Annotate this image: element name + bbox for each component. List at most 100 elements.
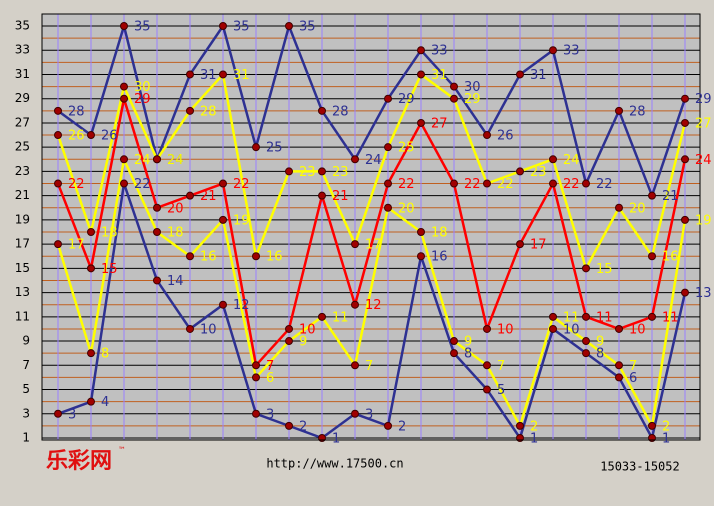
point [681, 118, 689, 127]
data-label: 22 [497, 177, 514, 192]
data-label: 18 [431, 226, 448, 241]
data-label: 5 [497, 383, 505, 398]
y-tick-label: 9 [22, 334, 30, 348]
point [417, 252, 425, 261]
point [384, 143, 392, 152]
y-tick-label: 1 [22, 431, 30, 445]
point [648, 312, 656, 321]
y-tick-label: 29 [15, 91, 30, 105]
data-label: 27 [695, 116, 712, 131]
y-tick-label: 21 [15, 188, 30, 202]
point [549, 46, 557, 55]
point [318, 191, 326, 200]
point [450, 179, 458, 188]
point [582, 264, 590, 273]
data-label: 24 [695, 153, 712, 168]
point [54, 179, 62, 188]
point [450, 82, 458, 91]
data-label: 20 [167, 201, 184, 216]
data-label: 21 [662, 189, 679, 204]
data-label: 16 [266, 250, 283, 265]
data-label: 22 [134, 177, 151, 192]
grid [42, 14, 700, 440]
point [186, 70, 194, 79]
point [549, 324, 557, 333]
point [483, 324, 491, 333]
point [351, 240, 359, 249]
data-label: 12 [233, 298, 250, 313]
data-label: 2 [662, 419, 670, 434]
data-label: 11 [563, 310, 580, 325]
point [153, 276, 161, 285]
point [120, 82, 128, 91]
point [516, 421, 524, 430]
point [483, 179, 491, 188]
data-label: 11 [596, 310, 613, 325]
point [615, 106, 623, 115]
data-label: 16 [431, 250, 448, 265]
point [450, 349, 458, 358]
point [681, 155, 689, 164]
point [384, 421, 392, 430]
data-label: 24 [563, 153, 580, 168]
point [450, 94, 458, 103]
data-label: 23 [299, 165, 316, 180]
point [219, 215, 227, 224]
point [186, 106, 194, 115]
data-label: 2 [398, 419, 406, 434]
logo: 乐彩网 [46, 448, 112, 474]
data-label: 3 [68, 407, 76, 422]
data-label: 28 [68, 104, 85, 119]
data-label: 31 [200, 68, 217, 83]
point [318, 167, 326, 176]
data-label: 28 [200, 104, 217, 119]
plot-area [42, 14, 700, 440]
data-label: 17 [68, 238, 85, 253]
data-label: 10 [200, 322, 217, 337]
point [186, 324, 194, 333]
data-label: 22 [464, 177, 481, 192]
point [87, 264, 95, 273]
data-label: 20 [398, 201, 415, 216]
data-label: 12 [365, 298, 382, 313]
point [351, 300, 359, 309]
y-tick-label: 13 [15, 285, 30, 299]
series-line [57, 21, 687, 200]
point [681, 215, 689, 224]
draw-range: 15033-15052 [600, 460, 679, 474]
data-label: 26 [497, 129, 514, 144]
data-label: 1 [332, 432, 340, 447]
data-label: 1 [530, 432, 538, 447]
logo-mark: ™ [118, 446, 126, 455]
data-label: 35 [134, 20, 151, 35]
point [120, 22, 128, 30]
data-label: 2 [530, 419, 538, 434]
point [648, 191, 656, 200]
data-label: 7 [365, 359, 373, 374]
data-label: 6 [266, 371, 274, 386]
data-label: 16 [662, 250, 679, 265]
point [384, 203, 392, 212]
data-label: 29 [464, 92, 481, 107]
point [351, 409, 359, 418]
data-label: 11 [662, 310, 679, 325]
data-label: 24 [134, 153, 151, 168]
point [384, 179, 392, 188]
y-tick-label: 19 [15, 212, 30, 226]
data-label: 33 [431, 44, 448, 59]
data-label: 3 [266, 407, 274, 422]
data-label: 9 [596, 335, 604, 350]
data-label: 22 [563, 177, 580, 192]
data-label: 18 [101, 226, 118, 241]
point [285, 337, 293, 346]
point [351, 155, 359, 164]
data-label: 28 [629, 104, 646, 119]
data-label: 22 [68, 177, 85, 192]
point [285, 167, 293, 176]
point [153, 228, 161, 236]
point [252, 361, 260, 370]
point [615, 324, 623, 333]
data-label: 25 [266, 141, 283, 156]
data-label: 29 [398, 92, 415, 107]
point [351, 361, 359, 370]
